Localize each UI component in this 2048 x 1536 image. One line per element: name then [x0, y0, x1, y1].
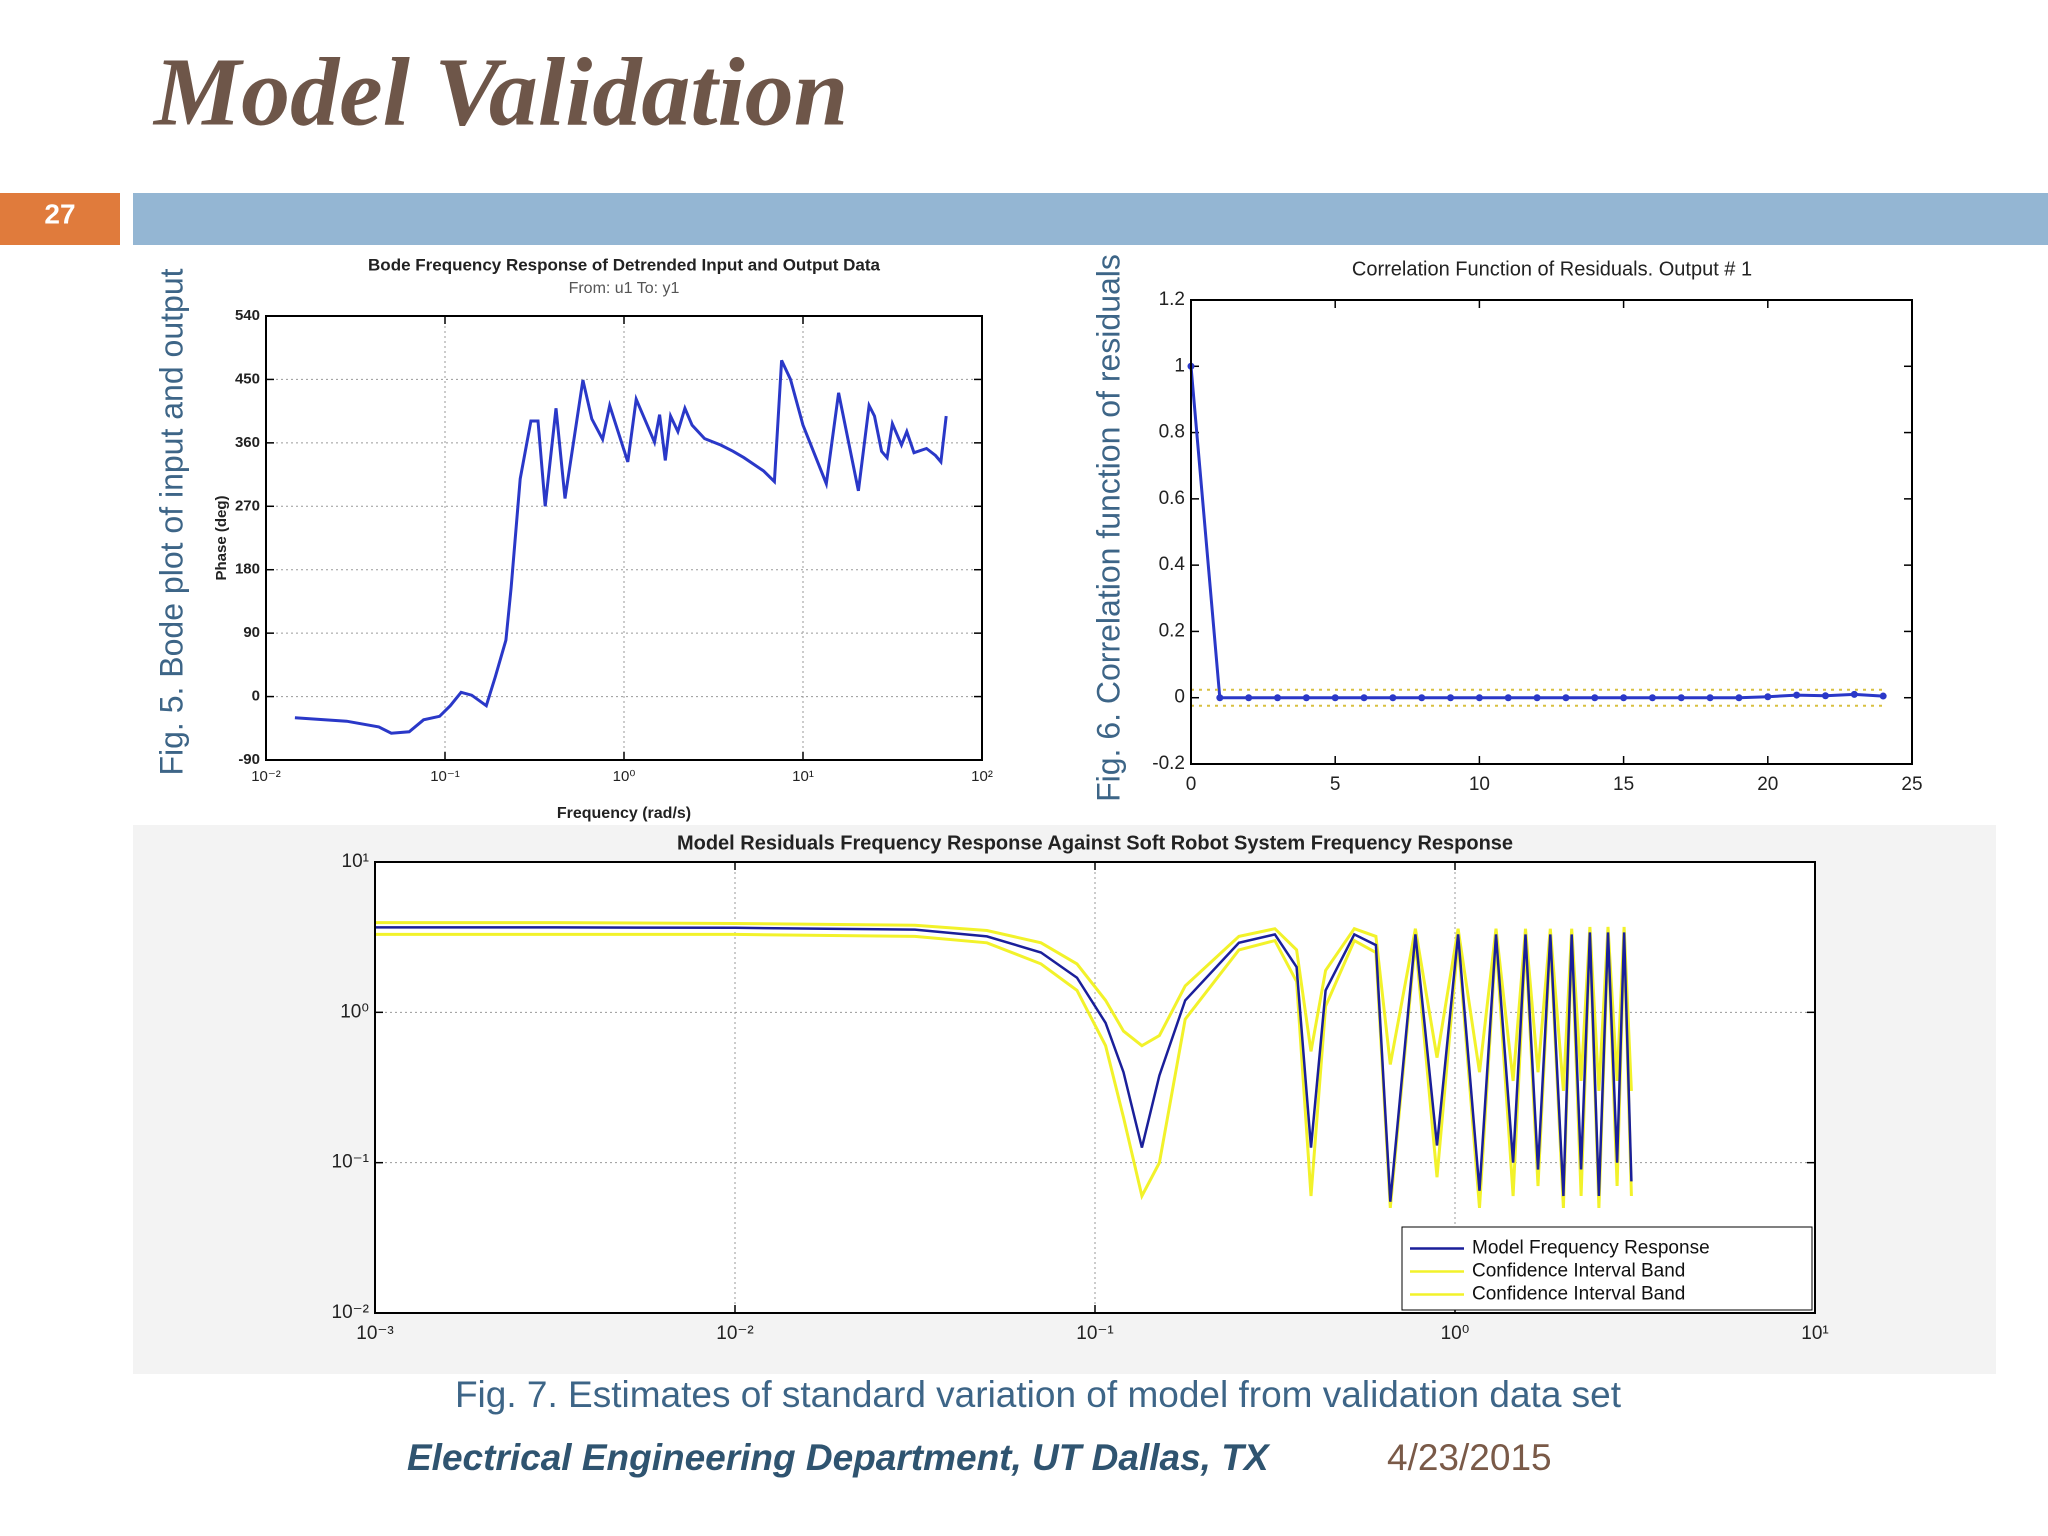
- y-tick-label: 0.4: [1159, 554, 1186, 575]
- figure-caption: Fig. 5. Bode plot of input and output: [153, 268, 189, 775]
- x-tick-label: 10⁰: [613, 768, 636, 785]
- data-point: [1764, 693, 1772, 701]
- y-axis-label: Phase (deg): [213, 495, 230, 580]
- plot-frame: [265, 315, 983, 761]
- y-tick-label: 0.6: [1159, 488, 1185, 509]
- legend-label: Confidence Interval Band: [1472, 1261, 1685, 1282]
- x-tick-label: 10⁰: [1441, 1323, 1470, 1344]
- data-point: [1475, 694, 1483, 702]
- data-point: [1418, 694, 1426, 702]
- chart-subtitle: From: u1 To: y1: [569, 280, 680, 297]
- y-tick-label: 1: [1174, 355, 1185, 376]
- y-tick-label: 360: [235, 434, 260, 451]
- data-point: [1504, 694, 1512, 702]
- x-tick-label: 25: [1901, 774, 1922, 795]
- data-point: [1706, 694, 1714, 702]
- slide-title: Model Validation: [152, 38, 848, 146]
- header-bar: [133, 193, 2048, 245]
- data-point: [1562, 694, 1570, 702]
- x-tick-label: 5: [1330, 774, 1341, 795]
- data-point: [1821, 692, 1829, 700]
- x-tick-label: 0: [1186, 774, 1197, 795]
- data-point: [1302, 694, 1310, 702]
- y-tick-label: 10⁻¹: [332, 1152, 370, 1173]
- figure-caption: Fig. 7. Estimates of standard variation …: [455, 1374, 1622, 1415]
- x-tick-label: 10²: [971, 768, 993, 785]
- date: 4/23/2015: [1387, 1437, 1552, 1478]
- x-axis-label: Frequency (rad/s): [557, 805, 691, 822]
- y-tick-label: 10¹: [342, 851, 369, 872]
- data-point: [1677, 694, 1685, 702]
- footer: Electrical Engineering Department, UT Da…: [407, 1437, 1271, 1478]
- plot-frame: [374, 861, 1816, 1314]
- y-tick-label: -90: [238, 751, 260, 768]
- figure-caption: Fig. 6. Correlation function of residual…: [1090, 254, 1126, 802]
- plot-area: [1191, 300, 1912, 764]
- data-point: [1591, 694, 1599, 702]
- data-line: [375, 926, 1633, 1202]
- x-tick-label: 10: [1469, 774, 1490, 795]
- y-tick-label: 0: [252, 688, 260, 705]
- x-tick-label: 10⁻²: [716, 1323, 754, 1344]
- x-tick-label: 10⁻²: [251, 768, 281, 785]
- y-tick-label: 450: [235, 370, 260, 387]
- data-line: [294, 359, 948, 735]
- data-point: [1879, 692, 1887, 700]
- slide-number: 27: [44, 198, 75, 229]
- y-tick-label: -0.2: [1152, 753, 1185, 774]
- x-tick-label: 10¹: [792, 768, 814, 785]
- data-point: [1216, 694, 1224, 702]
- x-tick-label: 10⁻¹: [430, 768, 460, 785]
- data-point: [1331, 694, 1339, 702]
- y-tick-label: 180: [235, 561, 260, 578]
- y-tick-label: 0.8: [1159, 422, 1185, 443]
- data-point: [1793, 691, 1801, 699]
- data-point: [1735, 694, 1743, 702]
- slide-number-box: [0, 193, 120, 245]
- y-tick-label: 270: [235, 497, 260, 514]
- y-tick-label: 1.2: [1159, 289, 1185, 310]
- data-point: [1360, 694, 1368, 702]
- x-tick-label: 10⁻¹: [1076, 1323, 1114, 1344]
- data-point: [1274, 694, 1282, 702]
- data-point: [1447, 694, 1455, 702]
- legend-label: Model Frequency Response: [1472, 1238, 1710, 1259]
- data-point: [1533, 694, 1541, 702]
- x-tick-label: 10¹: [1801, 1323, 1828, 1344]
- y-tick-label: 0: [1174, 687, 1185, 708]
- y-tick-label: 10⁰: [340, 1001, 369, 1022]
- chart-title: Model Residuals Frequency Response Again…: [677, 832, 1513, 854]
- data-line: [375, 921, 1633, 1092]
- y-tick-label: 90: [243, 624, 260, 641]
- chart-title: Bode Frequency Response of Detrended Inp…: [368, 255, 880, 274]
- x-tick-label: 20: [1757, 774, 1778, 795]
- data-point: [1245, 694, 1253, 702]
- x-tick-label: 10⁻³: [356, 1323, 394, 1344]
- plot-frame: [1190, 299, 1913, 765]
- data-point: [1389, 694, 1397, 702]
- y-tick-label: 540: [235, 307, 260, 324]
- y-tick-label: 0.2: [1159, 620, 1185, 641]
- y-tick-label: 10⁻²: [332, 1302, 370, 1323]
- data-point: [1648, 694, 1656, 702]
- chart-title: Correlation Function of Residuals. Outpu…: [1352, 258, 1752, 280]
- data-point: [1620, 694, 1628, 702]
- legend-box: [1401, 1226, 1813, 1311]
- legend-label: Confidence Interval Band: [1472, 1284, 1685, 1305]
- data-point: [1850, 690, 1858, 698]
- x-tick-label: 15: [1613, 774, 1634, 795]
